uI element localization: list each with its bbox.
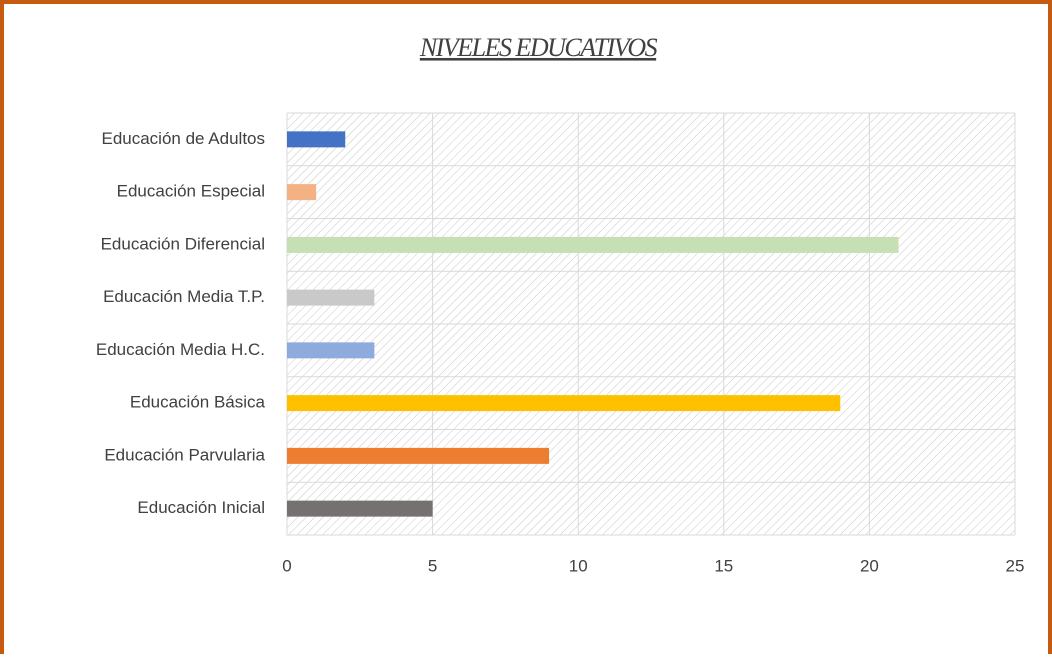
y-tick-label: Educación Especial [117,182,265,201]
bar [287,395,841,412]
y-tick-label: Educación Básica [130,393,266,412]
bar [287,342,375,359]
bar [287,289,375,306]
x-tick-label: 15 [714,556,733,575]
bar [287,236,899,253]
bar [287,500,433,517]
x-tick-label: 20 [860,556,879,575]
y-tick-label: Educación Parvularia [104,445,265,464]
bar [287,184,317,201]
bar [287,131,346,148]
y-tick-label: Educación Media H.C. [96,340,265,359]
x-tick-label: 5 [428,556,437,575]
y-tick-label: Educación Media T.P. [103,287,265,306]
chart-title: NIVELES EDUCATIVOS [419,33,658,62]
y-tick-label: Educación Inicial [137,498,265,517]
x-tick-label: 25 [1006,556,1025,575]
bar [287,447,550,464]
y-tick-label: Educación de Adultos [101,129,265,148]
y-tick-label: Educación Diferencial [101,234,265,253]
x-tick-label: 0 [282,556,291,575]
x-tick-label: 10 [569,556,588,575]
